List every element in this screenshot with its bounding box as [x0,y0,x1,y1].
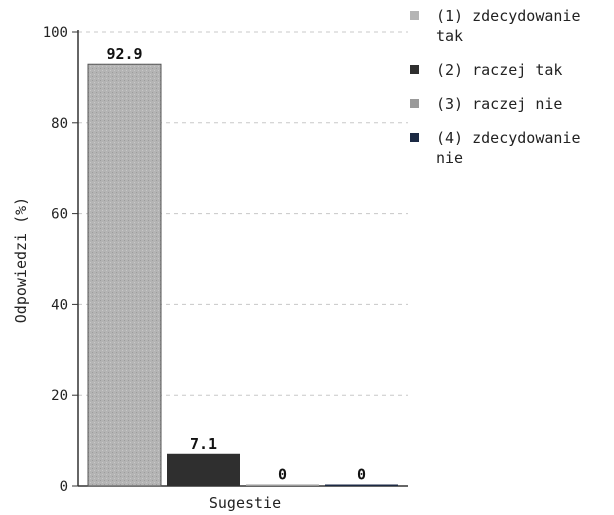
legend-item: (3) raczej nie [408,94,614,114]
legend-label: (2) raczej tak [436,61,563,79]
y-tick-label: 0 [60,479,68,495]
legend-swatch [410,11,419,20]
data-labels: 92.9 7.1 0 0 [106,45,366,483]
y-tick-label: 60 [51,207,68,223]
bar [246,484,319,486]
bar [325,484,398,486]
legend-label: (3) raczej nie [436,95,563,113]
bars [87,63,398,487]
bar [87,63,162,487]
legend-swatch [410,99,419,108]
y-axis-title: Odpowiedzi (%) [12,197,30,323]
legend-item: (2) raczej tak [408,60,614,80]
legend-item: (4) zdecydowanie nie [408,128,614,168]
legend: (1) zdecydowanie tak (2) raczej tak (3) … [408,6,614,182]
y-tick-label: 80 [51,116,68,132]
gridlines [78,31,408,396]
bar [167,453,240,486]
legend-label: (1) zdecydowanie tak [436,7,590,45]
legend-swatch [410,65,419,74]
legend-item: (1) zdecydowanie tak [408,6,614,46]
bar-value-label: 0 [278,466,287,484]
bar-value-label: 92.9 [106,45,142,63]
y-tick-label: 40 [51,297,68,313]
y-tick-label: 20 [51,388,68,404]
y-tick-label: 100 [43,25,68,41]
bar-value-label: 7.1 [190,435,217,453]
bar-value-label: 0 [357,466,366,484]
legend-label: (4) zdecydowanie nie [436,129,590,167]
x-axis-title: Sugestie [209,494,281,512]
legend-swatch [410,133,419,142]
